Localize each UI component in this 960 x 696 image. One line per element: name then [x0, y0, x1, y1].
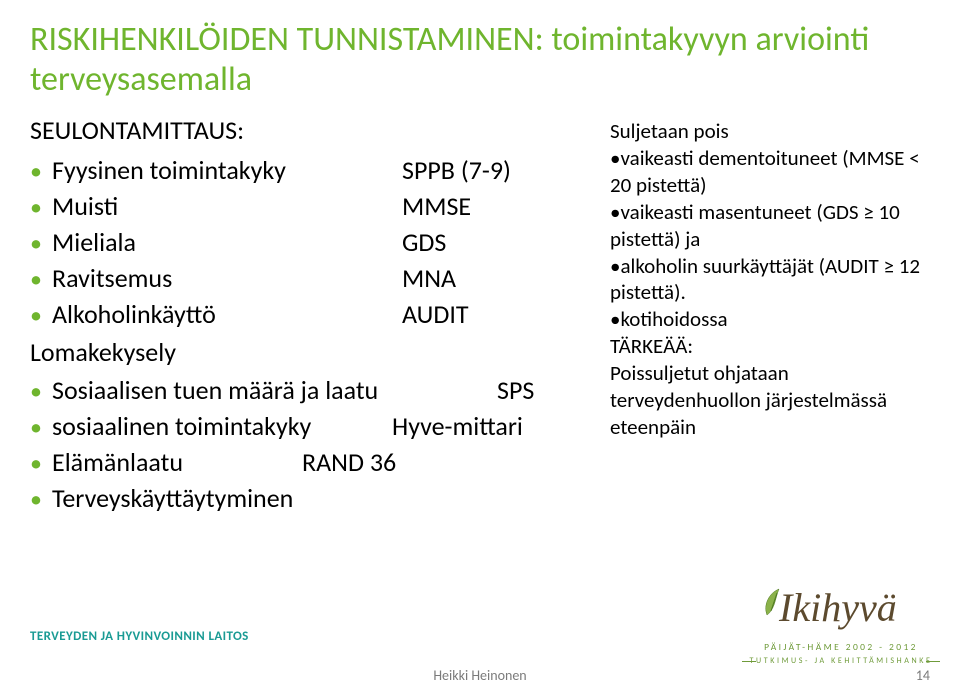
bullet-icon: • — [30, 265, 52, 294]
item-label: Terveyskäyttäytyminen — [52, 482, 293, 514]
right-emphasis: TÄRKEÄÄ: — [610, 333, 925, 360]
bullet-icon: • — [30, 485, 52, 514]
left-subhead-2: Lomakekysely — [30, 336, 605, 368]
ikihyva-logo-icon: Ikihyvä — [751, 577, 931, 639]
list-item: • Muisti MMSE — [30, 190, 605, 222]
left-column: SEULONTAMITTAUS: • Fyysinen toimintakyky… — [30, 114, 605, 518]
right-bullet-text: vaikeasti dementoituneet (MMSE < 20 pist… — [610, 145, 920, 198]
footer: TERVEYDEN JA HYVINVOINNIN LAITOS Heikki … — [0, 624, 960, 696]
footer-page-number: 14 — [916, 667, 930, 684]
logo-leaf-icon — [766, 589, 779, 615]
item-label: Alkoholinkäyttö — [52, 298, 402, 330]
item-label: Ravitsemus — [52, 262, 402, 294]
left-subhead-1: SEULONTAMITTAUS: — [30, 114, 605, 146]
footer-center-author: Heikki Heinonen — [0, 667, 960, 684]
slide: RISKIHENKILÖIDEN TUNNISTAMINEN: toiminta… — [0, 0, 960, 696]
right-bullet: •vaikeasti dementoituneet (MMSE < 20 pis… — [610, 145, 925, 199]
item-label: Fyysinen toimintakyky — [52, 154, 402, 186]
right-tail: Poissuljetut ohjataan terveydenhuollon j… — [610, 360, 925, 441]
right-bullet: •vaikeasti masentuneet (GDS ≥ 10 pistett… — [610, 199, 925, 253]
right-bullet-text: vaikeasti masentuneet (GDS ≥ 10 pistettä… — [610, 199, 900, 252]
bullet-icon: • — [30, 377, 52, 406]
bullet-icon: • — [30, 413, 52, 442]
right-bullet-text: kotihoidossa — [620, 306, 727, 332]
item-value: GDS — [402, 226, 446, 258]
right-bullet: •kotihoidossa — [610, 306, 925, 333]
logo-word: Ikihyvä — [778, 585, 897, 630]
item-label: Sosiaalisen tuen määrä ja laatu — [52, 374, 497, 406]
list-item: • Ravitsemus MNA — [30, 262, 605, 294]
slide-title: RISKIHENKILÖIDEN TUNNISTAMINEN: toiminta… — [30, 20, 930, 100]
list-item: • Mieliala GDS — [30, 226, 605, 258]
list-item: • sosiaalinen toimintakyky Hyve-mittari — [30, 410, 605, 442]
bullet-icon: • — [30, 157, 52, 186]
list-item: • Terveyskäyttäytyminen — [30, 482, 605, 514]
item-value: MMSE — [402, 190, 471, 222]
bullet-icon: • — [30, 301, 52, 330]
right-column: Suljetaan pois •vaikeasti dementoituneet… — [605, 114, 925, 518]
list-item: • Alkoholinkäyttö AUDIT — [30, 298, 605, 330]
item-label: Mieliala — [52, 226, 402, 258]
logo-subtitle-1: PÄIJÄT-HÄME 2002 - 2012 — [746, 641, 936, 653]
logo: Ikihyvä PÄIJÄT-HÄME 2002 - 2012 TUTKIMUS… — [746, 577, 936, 666]
right-intro: Suljetaan pois — [610, 118, 925, 145]
logo-subtitle-2: TUTKIMUS- JA KEHITTÄMISHANKE — [746, 656, 936, 666]
item-value: MNA — [402, 262, 456, 294]
right-bullet: •alkoholin suurkäyttäjät (AUDIT ≥ 12 pis… — [610, 253, 925, 307]
list-item: • Elämänlaatu RAND 36 — [30, 446, 605, 478]
right-bullet-text: alkoholin suurkäyttäjät (AUDIT ≥ 12 pist… — [610, 253, 920, 306]
list-item: • Sosiaalisen tuen määrä ja laatu SPS — [30, 374, 605, 406]
list-item: • Fyysinen toimintakyky SPPB (7-9) — [30, 154, 605, 186]
item-value: Hyve-mittari — [392, 410, 523, 442]
bullet-icon: • — [30, 193, 52, 222]
item-value: RAND 36 — [302, 446, 396, 478]
item-value: SPPB (7-9) — [402, 154, 511, 186]
bullet-icon: • — [30, 229, 52, 258]
item-value: AUDIT — [402, 298, 469, 330]
item-label: Elämänlaatu — [52, 446, 302, 478]
item-label: sosiaalinen toimintakyky — [52, 410, 392, 442]
content-columns: SEULONTAMITTAUS: • Fyysinen toimintakyky… — [30, 114, 930, 518]
item-label: Muisti — [52, 190, 402, 222]
bullet-icon: • — [30, 449, 52, 478]
item-value: SPS — [497, 374, 534, 406]
footer-left-org: TERVEYDEN JA HYVINVOINNIN LAITOS — [30, 629, 249, 644]
